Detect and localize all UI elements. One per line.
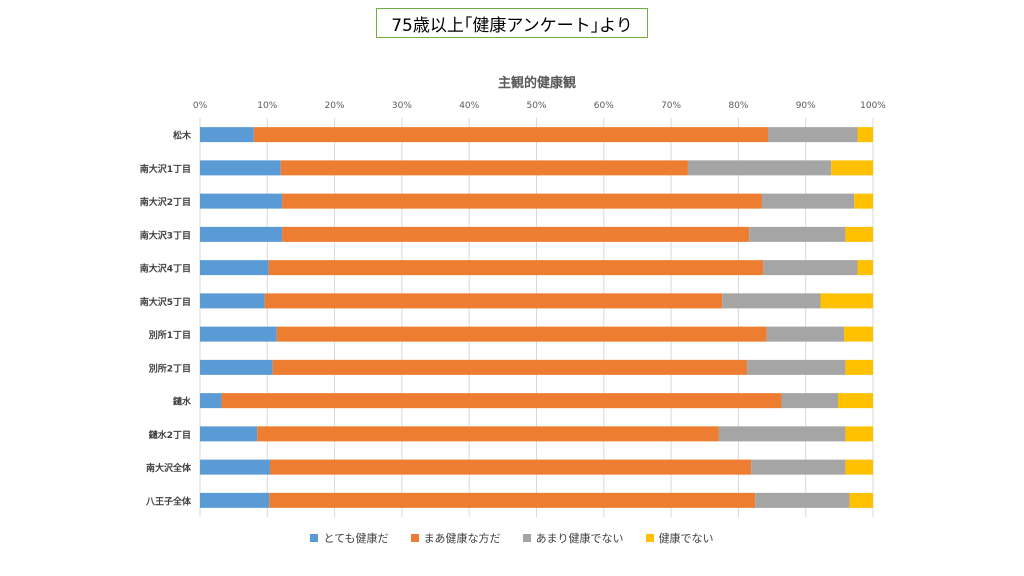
bar-segment <box>253 127 769 143</box>
bar-segment <box>200 326 277 342</box>
x-tick-label: 70% <box>661 101 681 111</box>
category-label: 南大沢2丁目 <box>140 196 191 208</box>
bar-segment <box>200 359 273 375</box>
bar-segment <box>831 160 873 176</box>
bar-segment <box>282 193 762 209</box>
bar-segment <box>845 459 873 475</box>
category-label: 松木 <box>173 130 192 142</box>
bar-segment <box>718 426 846 442</box>
bar-segment <box>857 260 873 276</box>
bar-segment <box>845 226 873 242</box>
bar-segment <box>845 359 873 375</box>
bar-segment <box>763 260 858 276</box>
legend-item: 健康でない <box>645 530 714 546</box>
bar-segment <box>276 326 767 342</box>
x-tick-label: 0% <box>193 101 208 111</box>
legend-swatch <box>645 534 654 542</box>
x-tick-label: 30% <box>392 101 412 111</box>
x-tick-label: 40% <box>459 101 479 111</box>
bar-segment <box>747 359 846 375</box>
bar-segment <box>272 359 748 375</box>
bar-segment <box>269 492 756 508</box>
category-label: 南大沢1丁目 <box>140 163 191 175</box>
legend-label: まあ健康な方だ <box>423 532 501 545</box>
bar-segment <box>200 160 281 176</box>
legend-label: 健康でない <box>658 532 714 545</box>
bar-segment <box>264 293 723 309</box>
legend-item: まあ健康な方だ <box>410 530 501 546</box>
bar-segment <box>845 426 873 442</box>
category-label: 南大沢全体 <box>146 462 192 474</box>
x-tick-label: 10% <box>257 101 277 111</box>
page-title: 75歳以上｢健康アンケート｣より <box>376 8 648 38</box>
bar-segment <box>755 492 850 508</box>
bar-segment <box>838 393 873 409</box>
grid-lines <box>199 118 874 517</box>
chart-title: 主観的健康観 <box>498 75 576 91</box>
x-tick-labels: 0% 10% 20% 30% 40% 50% 60% 70% 80% 90% 100% <box>193 101 886 111</box>
legend-item: あまり健康でない <box>522 530 624 546</box>
legend-label: あまり健康でない <box>535 532 624 545</box>
bar-segment <box>200 127 254 143</box>
category-label: 鑓水 <box>173 396 192 408</box>
bar-segment <box>200 260 269 276</box>
bars <box>200 127 873 508</box>
x-tick-label: 20% <box>325 101 345 111</box>
x-tick-label: 50% <box>526 101 546 111</box>
bar-segment <box>221 393 782 409</box>
bar-segment <box>200 426 258 442</box>
bar-segment <box>761 193 855 209</box>
category-labels: 松木南大沢1丁目南大沢2丁目南大沢3丁目南大沢4丁目南大沢5丁目別所1丁目別所2… <box>140 130 192 508</box>
bar-segment <box>200 193 283 209</box>
bar-segment <box>200 492 270 508</box>
bar-segment <box>854 193 873 209</box>
legend-label: とても健康だ <box>323 532 389 545</box>
category-label: 南大沢3丁目 <box>140 229 191 241</box>
category-label: 鑓水2丁目 <box>149 429 191 441</box>
legend-swatch <box>310 534 319 542</box>
bar-segment <box>280 160 688 176</box>
bar-segment <box>768 127 858 143</box>
x-tick-label: 60% <box>594 101 614 111</box>
legend: とても健康だ まあ健康な方だ あまり健康でない 健康でない <box>0 530 1024 546</box>
bar-segment <box>200 459 270 475</box>
category-label: 八王子全体 <box>145 495 192 507</box>
legend-swatch <box>522 534 531 542</box>
bar-segment <box>766 326 845 342</box>
bar-segment <box>844 326 873 342</box>
bar-segment <box>269 459 752 475</box>
bar-segment <box>781 393 839 409</box>
category-label: 別所1丁目 <box>148 329 191 341</box>
bar-segment <box>200 226 283 242</box>
legend-swatch <box>410 534 419 542</box>
x-tick-label: 80% <box>728 101 748 111</box>
bar-segment <box>687 160 832 176</box>
category-label: 南大沢4丁目 <box>140 263 191 275</box>
bar-segment <box>200 393 222 409</box>
x-tick-label: 100% <box>860 101 886 111</box>
category-label: 別所2丁目 <box>148 362 191 374</box>
bar-segment <box>268 260 764 276</box>
bar-segment <box>849 492 873 508</box>
bar-segment <box>820 293 873 309</box>
bar-segment <box>749 226 846 242</box>
bar-segment <box>282 226 750 242</box>
bar-segment <box>200 293 265 309</box>
bar-segment <box>722 293 821 309</box>
bar-segment <box>751 459 846 475</box>
legend-item: とても健康だ <box>310 530 389 546</box>
bar-segment <box>257 426 719 442</box>
category-label: 南大沢5丁目 <box>140 296 191 308</box>
bar-segment <box>857 127 873 143</box>
x-tick-label: 90% <box>796 101 816 111</box>
